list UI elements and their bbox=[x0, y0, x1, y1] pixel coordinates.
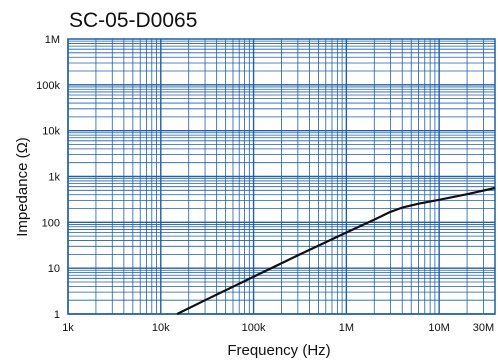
y-tick-label: 10k bbox=[42, 126, 60, 138]
x-tick-label: 10k bbox=[152, 322, 170, 334]
y-tick-label: 1 bbox=[54, 309, 60, 321]
x-tick-labels: 1k 10k 100k 1M 10M 30M bbox=[62, 322, 494, 334]
x-tick-label: 10M bbox=[428, 322, 449, 334]
y-tick-label: 10 bbox=[48, 263, 60, 275]
y-tick-label: 1k bbox=[48, 172, 60, 184]
y-tick-label: 100 bbox=[42, 217, 60, 229]
chart-title: SC-05-D0065 bbox=[69, 9, 197, 32]
plot-grid bbox=[67, 39, 496, 315]
x-tick-label: 1k bbox=[62, 322, 74, 334]
x-tick-label: 1M bbox=[339, 322, 354, 334]
y-tick-labels: 1 10 100 1k 10k 100k 1M bbox=[36, 34, 60, 321]
x-axis-label: Frequency (Hz) bbox=[227, 342, 330, 359]
y-tick-label: 100k bbox=[36, 80, 60, 92]
x-tick-label: 30M bbox=[473, 322, 494, 334]
y-axis-label: Impedance (Ω) bbox=[14, 137, 31, 237]
impedance-curve bbox=[176, 186, 496, 315]
plot-frame bbox=[67, 38, 496, 315]
x-tick-label: 100k bbox=[242, 322, 266, 334]
y-tick-label: 1M bbox=[45, 34, 60, 46]
